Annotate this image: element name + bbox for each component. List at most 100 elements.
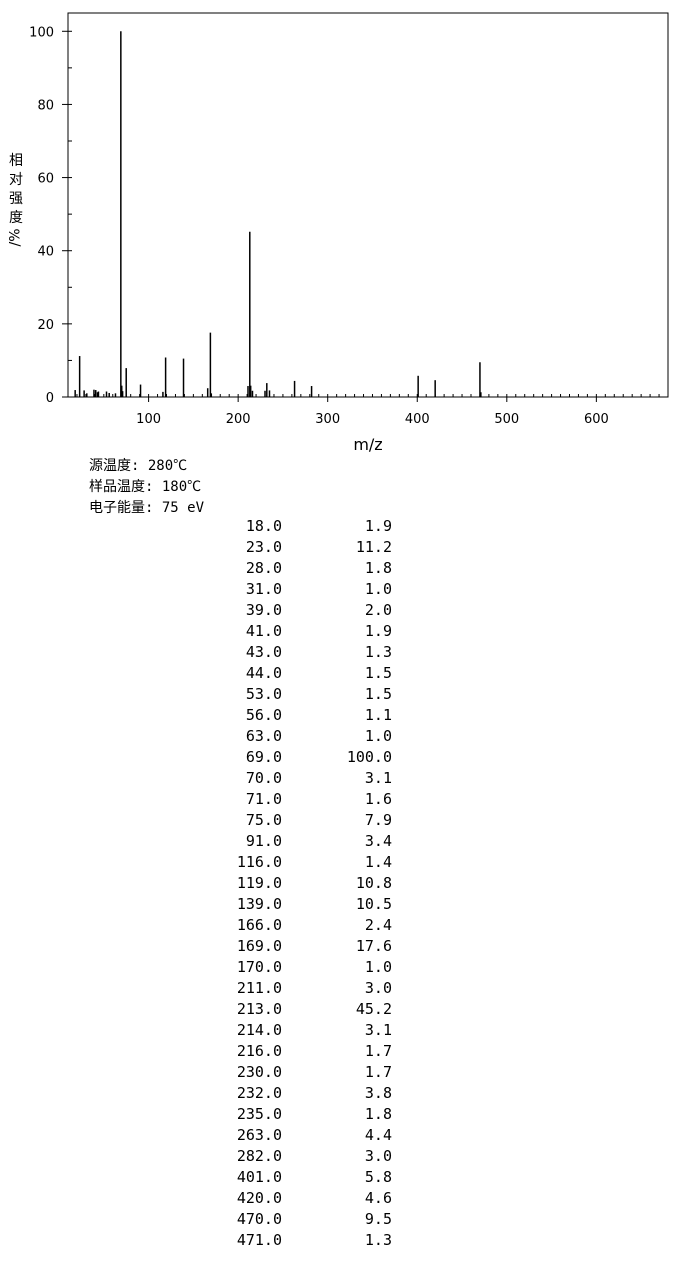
- peak-abundance: 3.0: [364, 979, 392, 997]
- peak-mz: 18.0: [245, 517, 282, 535]
- y-label-unit: /%: [7, 228, 24, 247]
- y-label-char: 相: [9, 153, 23, 169]
- sample-temperature: 样品温度: 180℃: [89, 479, 202, 495]
- peak-abundance: 1.8: [364, 1105, 392, 1123]
- peak-abundance: 1.0: [364, 958, 392, 976]
- peak-row: 39.0 2.0: [0, 600, 680, 621]
- y-label-char: 对: [9, 172, 23, 188]
- peak-mz: 471.0: [236, 1231, 282, 1249]
- peak-row: 63.0 1.0: [0, 726, 680, 747]
- x-tick-label: 200: [226, 412, 251, 427]
- y-tick-label: 60: [37, 172, 54, 187]
- peak-mz: 170.0: [236, 958, 282, 976]
- y-tick-label: 20: [37, 318, 54, 333]
- y-tick-label: 100: [29, 25, 54, 40]
- peak-table: 18.0 1.9 23.0 11.2 28.0 1.8 31.0 1.0 39.0 2.0 41.0…: [0, 516, 680, 1251]
- peak-abundance: 1.5: [364, 685, 392, 703]
- peak-abundance: 1.7: [364, 1063, 392, 1081]
- peak-row: 69.0 100.0: [0, 747, 680, 768]
- peak-mz: 119.0: [236, 874, 282, 892]
- peak-mz: 232.0: [236, 1084, 282, 1102]
- measurement-conditions: 源温度: 280℃ 样品温度: 180℃ 电子能量: 75 eV: [89, 456, 204, 519]
- y-axis-label: 相 对 强 度 /%: [6, 152, 26, 247]
- peak-row: 211.0 3.0: [0, 978, 680, 999]
- peak-abundance: 1.0: [364, 580, 392, 598]
- peak-row: 470.0 9.5: [0, 1209, 680, 1230]
- peak-row: 169.0 17.6: [0, 936, 680, 957]
- y-label-char: 强: [9, 191, 23, 207]
- peak-abundance: 3.8: [364, 1084, 392, 1102]
- peak-mz: 213.0: [236, 1000, 282, 1018]
- peak-mz: 41.0: [245, 622, 282, 640]
- peak-mz: 31.0: [245, 580, 282, 598]
- peak-mz: 56.0: [245, 706, 282, 724]
- y-axis: 0 20 40 60 80 100: [29, 25, 72, 406]
- peak-mz: 75.0: [245, 811, 282, 829]
- peak-row: 23.0 11.2: [0, 537, 680, 558]
- peak-mz: 139.0: [236, 895, 282, 913]
- peak-row: 166.0 2.4: [0, 915, 680, 936]
- peak-abundance: 1.9: [364, 517, 392, 535]
- peak-abundance: 100.0: [346, 748, 392, 766]
- peak-abundance: 1.0: [364, 727, 392, 745]
- peak-abundance: 10.5: [355, 895, 392, 913]
- peak-row: 44.0 1.5: [0, 663, 680, 684]
- peak-mz: 71.0: [245, 790, 282, 808]
- peak-row: 214.0 3.1: [0, 1020, 680, 1041]
- x-axis-label: m/z: [353, 435, 382, 454]
- peak-row: 41.0 1.9: [0, 621, 680, 642]
- x-tick-label: 300: [315, 412, 340, 427]
- peak-abundance: 1.3: [364, 643, 392, 661]
- mass-spectrum-chart: 0 20 40 60 80 100 100 200 300 400 500 600 m/z: [29, 12, 669, 454]
- peak-abundance: 1.7: [364, 1042, 392, 1060]
- y-label-char: 度: [9, 210, 23, 226]
- peak-row: 119.0 10.8: [0, 873, 680, 894]
- peak-row: 139.0 10.5: [0, 894, 680, 915]
- electron-energy: 电子能量: 75 eV: [89, 500, 205, 516]
- peak-mz: 70.0: [245, 769, 282, 787]
- peak-mz: 263.0: [236, 1126, 282, 1144]
- peak-abundance: 1.1: [364, 706, 392, 724]
- peak-row: 18.0 1.9: [0, 516, 680, 537]
- peak-row: 170.0 1.0: [0, 957, 680, 978]
- peak-row: 216.0 1.7: [0, 1041, 680, 1062]
- peak-row: 56.0 1.1: [0, 705, 680, 726]
- x-tick-label: 500: [494, 412, 519, 427]
- peak-abundance: 1.3: [364, 1231, 392, 1249]
- peak-mz: 470.0: [236, 1210, 282, 1228]
- peak-abundance: 10.8: [355, 874, 392, 892]
- plot-frame: [67, 12, 669, 398]
- peak-row: 116.0 1.4: [0, 852, 680, 873]
- peak-row: 263.0 4.4: [0, 1125, 680, 1146]
- peak-row: 401.0 5.8: [0, 1167, 680, 1188]
- peak-row: 420.0 4.6: [0, 1188, 680, 1209]
- peak-mz: 53.0: [245, 685, 282, 703]
- peak-mz: 28.0: [245, 559, 282, 577]
- peak-row: 43.0 1.3: [0, 642, 680, 663]
- peak-row: 31.0 1.0: [0, 579, 680, 600]
- peak-mz: 401.0: [236, 1168, 282, 1186]
- peak-mz: 282.0: [236, 1147, 282, 1165]
- peak-row: 213.0 45.2: [0, 999, 680, 1020]
- peak-row: 471.0 1.3: [0, 1230, 680, 1251]
- peak-row: 71.0 1.6: [0, 789, 680, 810]
- x-tick-label: 100: [136, 412, 161, 427]
- peak-abundance: 11.2: [355, 538, 392, 556]
- peak-abundance: 2.4: [364, 916, 392, 934]
- peak-mz: 116.0: [236, 853, 282, 871]
- peak-abundance: 3.0: [364, 1147, 392, 1165]
- peak-row: 53.0 1.5: [0, 684, 680, 705]
- peak-mz: 39.0: [245, 601, 282, 619]
- peak-abundance: 4.6: [364, 1189, 392, 1207]
- peak-mz: 44.0: [245, 664, 282, 682]
- x-axis: 100 200 300 400 500 600: [136, 397, 609, 427]
- peak-abundance: 1.9: [364, 622, 392, 640]
- peak-abundance: 5.8: [364, 1168, 392, 1186]
- peak-row: 28.0 1.8: [0, 558, 680, 579]
- y-tick-label: 0: [46, 391, 54, 406]
- peak-bars: [74, 31, 482, 397]
- peak-mz: 420.0: [236, 1189, 282, 1207]
- y-tick-label: 80: [37, 98, 54, 113]
- peak-abundance: 45.2: [355, 1000, 392, 1018]
- peak-mz: 69.0: [245, 748, 282, 766]
